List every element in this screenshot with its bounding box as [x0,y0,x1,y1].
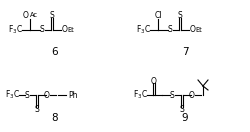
Text: O: O [150,77,156,86]
Text: S: S [50,11,54,20]
Text: F$_3$C: F$_3$C [5,89,20,101]
Text: S: S [167,25,172,34]
Text: O: O [44,91,50,100]
Text: Et: Et [194,27,201,33]
Text: Ph: Ph [68,91,77,100]
Text: O: O [189,25,195,34]
Text: Ac: Ac [30,12,38,18]
Text: 9: 9 [181,113,188,123]
Text: O: O [188,91,194,100]
Text: S: S [179,105,184,114]
Text: 7: 7 [181,47,188,57]
Text: S: S [24,91,29,100]
Text: S: S [177,11,182,20]
Text: S: S [34,105,39,114]
Text: O: O [62,25,68,34]
Text: 8: 8 [52,113,58,123]
Text: F$_3$C: F$_3$C [8,24,23,36]
Text: Et: Et [67,27,73,33]
Text: S: S [169,91,174,100]
Text: 6: 6 [52,47,58,57]
Text: S: S [40,25,44,34]
Text: Cl: Cl [154,11,161,20]
Text: F$_3$C: F$_3$C [132,89,148,101]
Text: F$_3$C: F$_3$C [136,24,150,36]
Text: O: O [23,11,29,20]
